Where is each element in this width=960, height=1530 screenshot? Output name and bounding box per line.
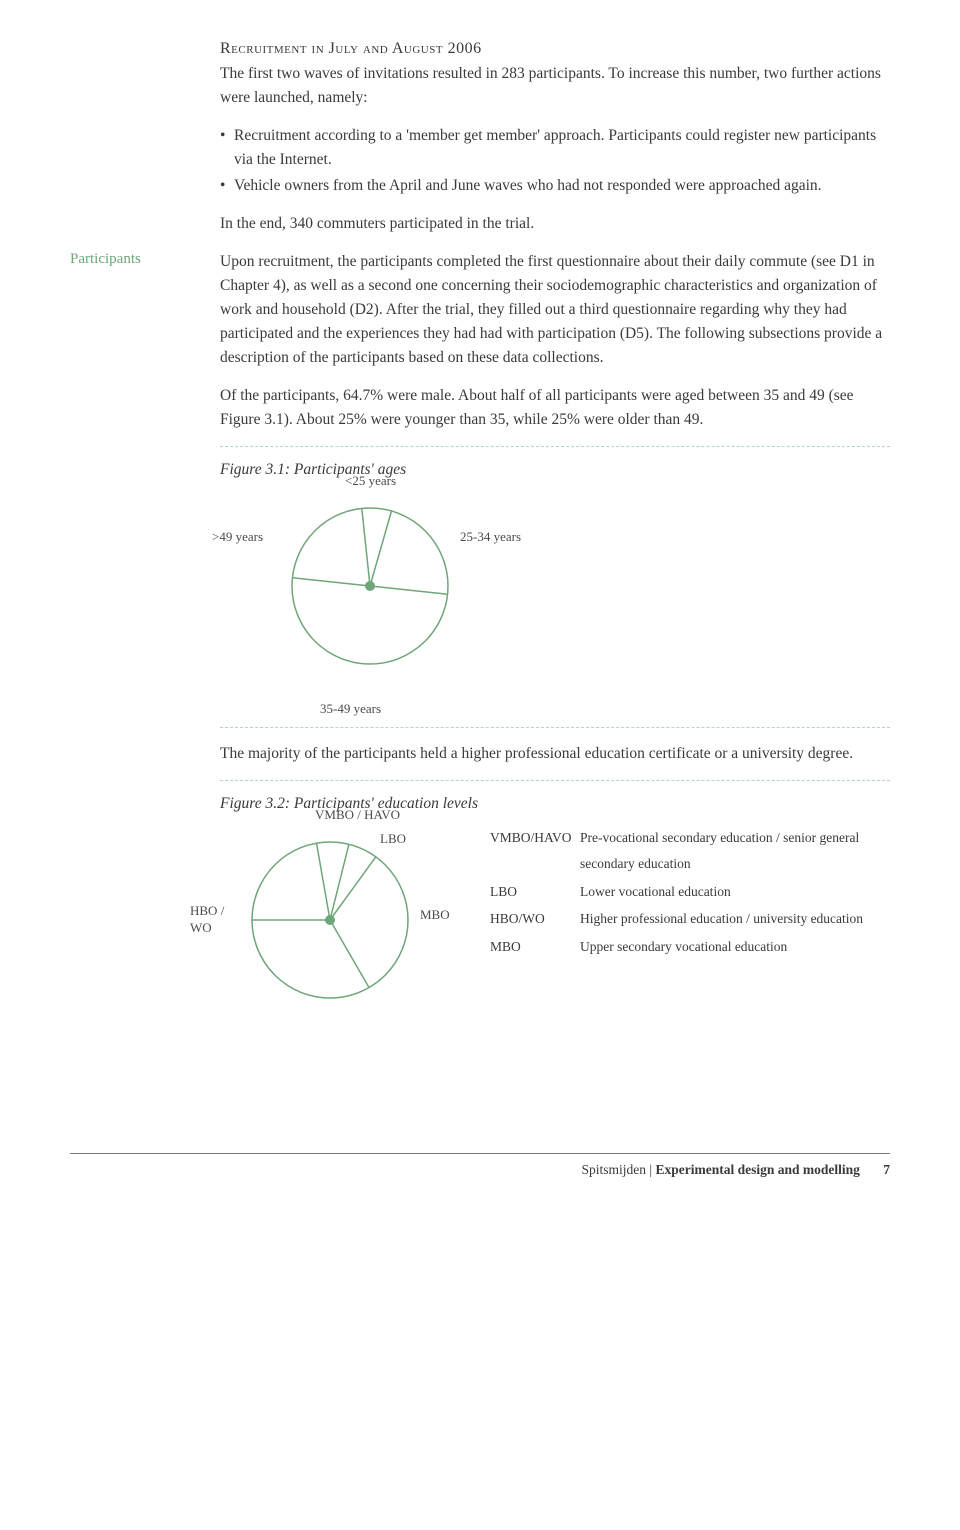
legend-row: HBO/WO Higher professional education / u… <box>490 906 890 932</box>
pie-label-vmbo: VMBO / HAVO <box>315 807 400 823</box>
para-intro: The first two waves of invitations resul… <box>220 62 890 110</box>
footer-right: Experimental design and modelling <box>655 1162 859 1177</box>
legend-term: HBO/WO <box>490 906 580 932</box>
education-legend: VMBO/HAVO Pre-vocational secondary educa… <box>490 825 890 961</box>
bullet-item: Recruitment according to a 'member get m… <box>220 124 890 172</box>
pie-label-2534: 25-34 years <box>460 529 521 545</box>
para-result: In the end, 340 commuters participated i… <box>220 212 890 236</box>
pie-svg-education <box>220 825 460 1025</box>
section-heading: Recruitment in July and August 2006 <box>220 40 890 58</box>
legend-def: Higher professional education / universi… <box>580 906 863 932</box>
pie-label-hbo: HBO / WO <box>190 903 224 937</box>
dashed-rule <box>220 780 890 781</box>
page-footer: Spitsmijden | Experimental design and mo… <box>70 1145 890 1178</box>
footer-rule <box>70 1153 890 1154</box>
dashed-rule <box>220 446 890 447</box>
legend-row: MBO Upper secondary vocational education <box>490 934 890 960</box>
para-participants: Upon recruitment, the participants compl… <box>220 250 890 370</box>
legend-term: LBO <box>490 879 580 905</box>
para-demographics: Of the participants, 64.7% were male. Ab… <box>220 384 890 432</box>
margin-label-participants: Participants <box>70 251 141 267</box>
pie-svg-ages <box>240 491 500 681</box>
bullet-list: Recruitment according to a 'member get m… <box>220 124 890 198</box>
para-education: The majority of the participants held a … <box>220 742 890 766</box>
legend-term: MBO <box>490 934 580 960</box>
pie-label-lbo: LBO <box>380 831 406 847</box>
legend-def: Lower vocational education <box>580 879 731 905</box>
figure-3-2-chart: VMBO / HAVO LBO MBO HBO / WO <box>220 825 460 1025</box>
legend-def: Pre-vocational secondary education / sen… <box>580 825 890 876</box>
pie-label-gt49: >49 years <box>212 529 263 545</box>
figure-3-1-chart: <25 years >49 years 25-34 years <box>240 491 500 691</box>
legend-row: VMBO/HAVO Pre-vocational secondary educa… <box>490 825 890 876</box>
page-number: 7 <box>883 1162 890 1178</box>
bullet-item: Vehicle owners from the April and June w… <box>220 174 890 198</box>
footer-left: Spitsmijden <box>582 1162 647 1177</box>
pie-label-3549: 35-49 years <box>320 701 890 717</box>
legend-row: LBO Lower vocational education <box>490 879 890 905</box>
pie-label-lt25: <25 years <box>345 473 396 489</box>
figure-3-1-title: Figure 3.1: Participants' ages <box>220 461 890 479</box>
dashed-rule <box>220 727 890 728</box>
legend-def: Upper secondary vocational education <box>580 934 787 960</box>
legend-term: VMBO/HAVO <box>490 825 580 876</box>
pie-label-mbo: MBO <box>420 907 450 923</box>
